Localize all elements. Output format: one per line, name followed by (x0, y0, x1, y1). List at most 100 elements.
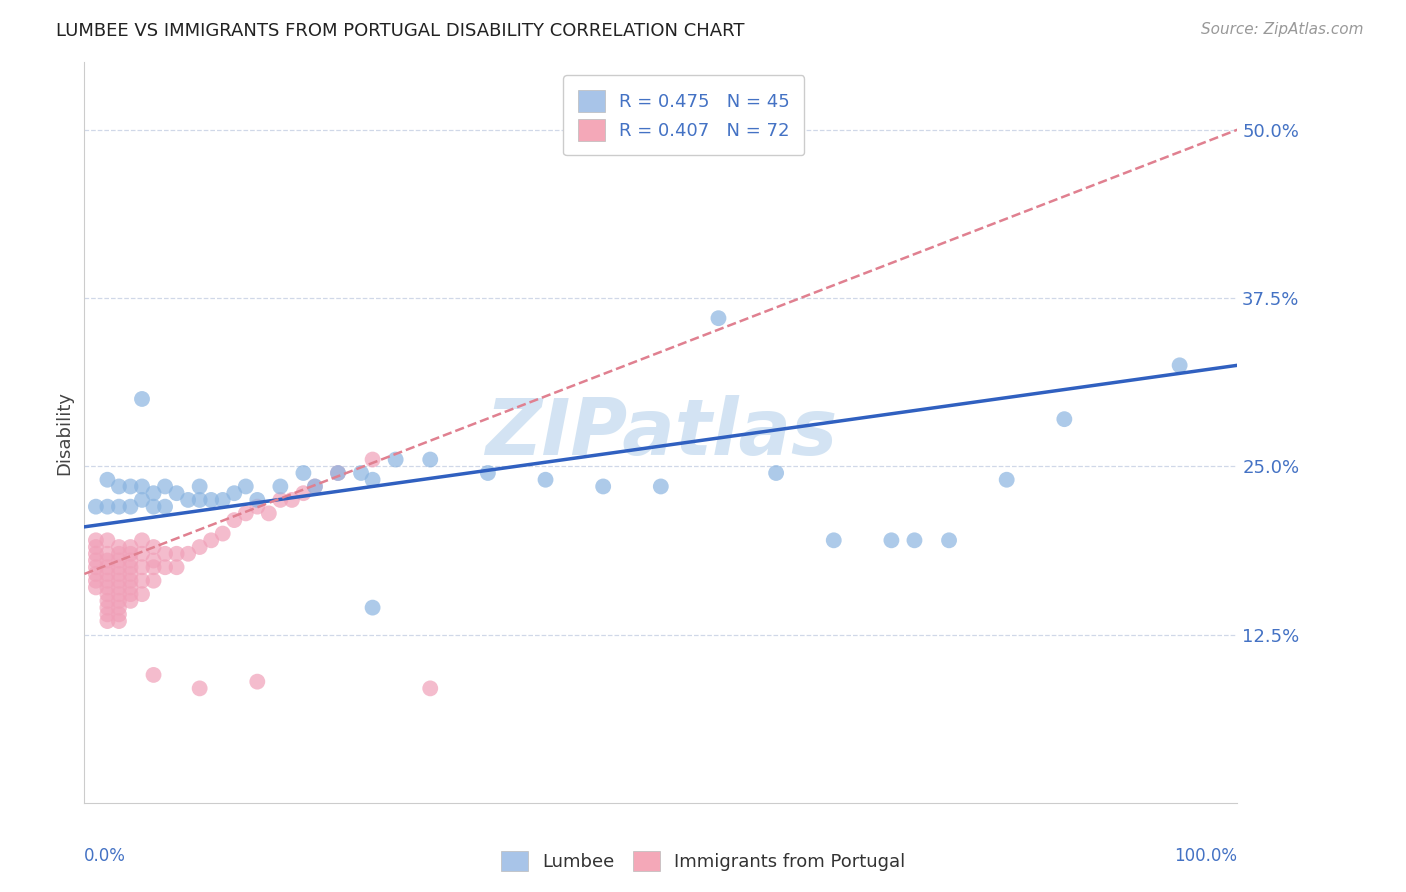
Point (96, 600, 118, 615)
Point (995, 473, 1018, 487)
Point (131, 587, 153, 601)
Point (153, 500, 176, 514)
Point (142, 500, 165, 514)
Point (224, 486, 246, 500)
Point (153, 547, 176, 561)
Point (419, 452, 441, 467)
Point (96, 473, 118, 487)
Point (84, 553, 107, 567)
Point (131, 574, 153, 588)
Point (131, 479, 153, 493)
Point (96, 594, 118, 608)
Point (108, 560, 131, 574)
Point (200, 533, 222, 548)
Point (96, 533, 118, 548)
Point (84, 540, 107, 554)
Text: 0.0%: 0.0% (84, 847, 127, 865)
Point (592, 479, 614, 493)
Point (823, 533, 845, 548)
Point (96, 500, 118, 514)
Point (177, 547, 200, 561)
Point (188, 479, 211, 493)
Point (120, 566, 142, 581)
Point (477, 466, 499, 480)
Point (200, 492, 222, 507)
Point (419, 681, 441, 696)
Point (142, 486, 165, 500)
Point (84, 566, 107, 581)
Point (84, 574, 107, 588)
Point (903, 533, 925, 548)
Point (108, 547, 131, 561)
Point (108, 566, 131, 581)
Point (177, 492, 200, 507)
Point (188, 540, 211, 554)
Point (326, 466, 349, 480)
Point (96, 553, 118, 567)
Point (108, 607, 131, 622)
Point (84, 581, 107, 595)
Point (257, 507, 280, 521)
Point (120, 547, 142, 561)
Point (120, 553, 142, 567)
Point (108, 594, 131, 608)
Point (269, 492, 291, 507)
Point (211, 492, 233, 507)
Point (131, 560, 153, 574)
Point (96, 614, 118, 628)
Point (292, 486, 315, 500)
Legend: Lumbee, Immigrants from Portugal: Lumbee, Immigrants from Portugal (494, 844, 912, 879)
Point (120, 594, 142, 608)
Point (166, 560, 188, 574)
Point (1053, 412, 1076, 426)
Point (120, 581, 142, 595)
Point (131, 533, 153, 548)
Text: Source: ZipAtlas.com: Source: ZipAtlas.com (1201, 22, 1364, 37)
Point (108, 479, 131, 493)
Legend: R = 0.475   N = 45, R = 0.407   N = 72: R = 0.475 N = 45, R = 0.407 N = 72 (564, 75, 804, 155)
Point (84, 533, 107, 548)
Point (246, 674, 269, 689)
Point (246, 500, 269, 514)
Point (235, 479, 257, 493)
Point (304, 479, 326, 493)
Text: LUMBEE VS IMMIGRANTS FROM PORTUGAL DISABILITY CORRELATION CHART: LUMBEE VS IMMIGRANTS FROM PORTUGAL DISAB… (56, 22, 745, 40)
Point (166, 486, 188, 500)
Point (246, 492, 269, 507)
Point (120, 560, 142, 574)
Point (131, 492, 153, 507)
Y-axis label: Disability: Disability (55, 391, 73, 475)
Point (108, 587, 131, 601)
Point (153, 560, 176, 574)
Point (120, 540, 142, 554)
Point (120, 574, 142, 588)
Point (361, 473, 384, 487)
Point (384, 452, 406, 467)
Text: 100.0%: 100.0% (1174, 847, 1237, 865)
Point (142, 560, 165, 574)
Point (304, 479, 326, 493)
Point (96, 587, 118, 601)
Point (188, 681, 211, 696)
Point (96, 581, 118, 595)
Point (1168, 359, 1191, 373)
Point (108, 574, 131, 588)
Point (108, 500, 131, 514)
Text: ZIPatlas: ZIPatlas (485, 394, 837, 471)
Point (131, 392, 153, 406)
Point (361, 452, 384, 467)
Point (96, 574, 118, 588)
Point (142, 540, 165, 554)
Point (108, 600, 131, 615)
Point (96, 566, 118, 581)
Point (96, 560, 118, 574)
Point (142, 574, 165, 588)
Point (880, 533, 903, 548)
Point (120, 479, 142, 493)
Point (108, 540, 131, 554)
Point (166, 547, 188, 561)
Point (108, 614, 131, 628)
Point (84, 500, 107, 514)
Point (350, 466, 373, 480)
Point (84, 560, 107, 574)
